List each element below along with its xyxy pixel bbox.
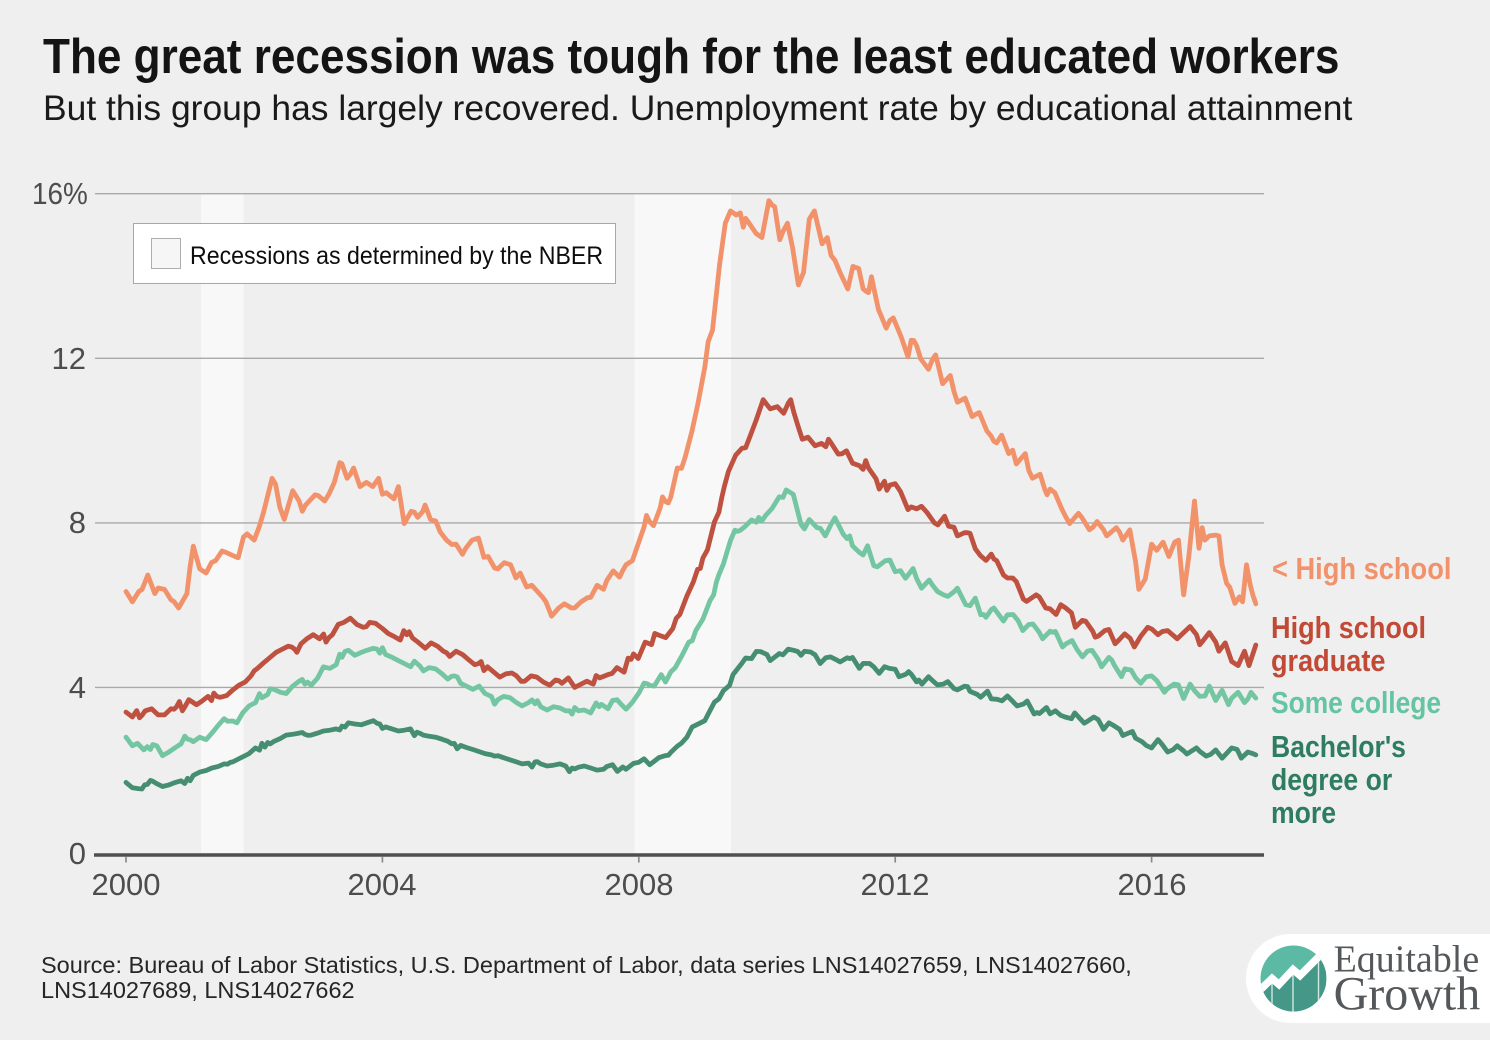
svg-text:Equitable: Equitable	[1334, 939, 1480, 981]
svg-text:Growth: Growth	[1334, 968, 1481, 1021]
